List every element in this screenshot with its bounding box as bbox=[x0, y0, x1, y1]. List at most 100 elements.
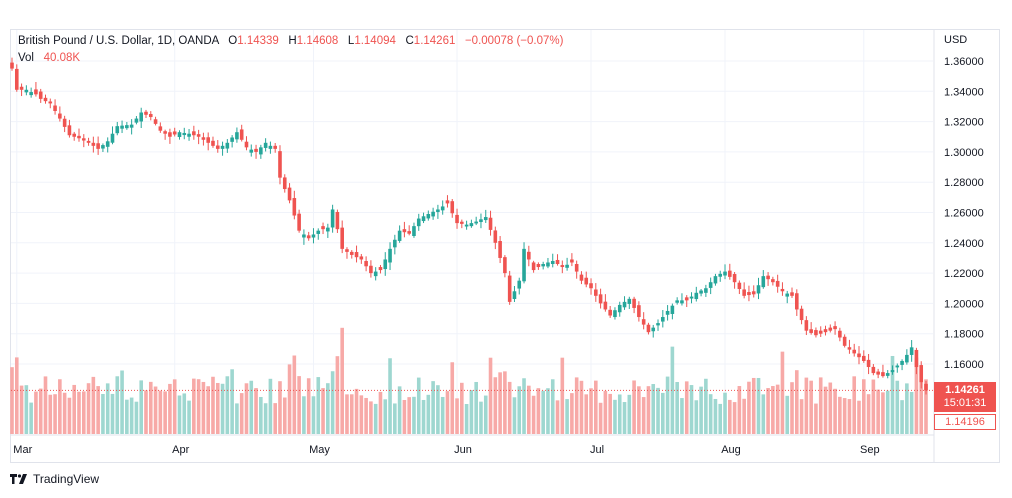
candle-body bbox=[594, 289, 598, 296]
candle-body bbox=[177, 132, 182, 138]
volume-bar bbox=[220, 383, 225, 434]
volume-bar bbox=[804, 377, 809, 434]
volume-bar bbox=[608, 393, 612, 434]
volume-bar bbox=[287, 364, 292, 434]
candle-body bbox=[407, 231, 411, 234]
volume-bar bbox=[589, 388, 593, 434]
candle-body bbox=[775, 280, 780, 287]
candle-body bbox=[694, 292, 699, 300]
candle-body bbox=[924, 383, 928, 391]
candle-body bbox=[503, 257, 507, 274]
candle-body bbox=[474, 221, 478, 224]
candle-body bbox=[823, 329, 828, 333]
y-tick-label: 1.16000 bbox=[944, 359, 984, 371]
candle-body bbox=[675, 300, 679, 303]
volume-bar bbox=[651, 384, 656, 434]
bar-countdown: 15:01:31 bbox=[943, 397, 987, 409]
volume-bar bbox=[637, 386, 641, 434]
volume-bar bbox=[19, 385, 24, 434]
candle-body bbox=[885, 373, 890, 376]
candle-body bbox=[861, 355, 866, 361]
candle-body bbox=[388, 248, 392, 263]
candle-body bbox=[570, 259, 574, 263]
volume-bar bbox=[192, 378, 196, 434]
volume-bar bbox=[771, 386, 775, 434]
candle-body bbox=[101, 145, 105, 149]
volume-bar bbox=[407, 397, 411, 434]
volume-bar bbox=[646, 386, 651, 434]
volume-bar bbox=[780, 351, 785, 434]
volume-bar bbox=[182, 393, 187, 434]
volume-bar bbox=[158, 390, 163, 434]
volume-bar bbox=[766, 388, 770, 434]
volume-bar bbox=[684, 381, 689, 434]
volume-bar bbox=[555, 400, 560, 434]
volume-bar bbox=[574, 377, 579, 434]
candle-body bbox=[598, 294, 603, 304]
candle-body bbox=[110, 133, 115, 143]
candle-body bbox=[134, 118, 139, 123]
volume-bar bbox=[378, 391, 383, 434]
volume-bar bbox=[517, 386, 522, 434]
volume-bar bbox=[594, 380, 598, 434]
volume-bar bbox=[828, 382, 833, 434]
candle-body bbox=[670, 305, 675, 314]
volume-bar bbox=[168, 383, 172, 434]
volume-bar bbox=[622, 402, 627, 434]
volume-bar bbox=[861, 379, 866, 434]
volume-bar bbox=[364, 397, 368, 434]
volume-bar bbox=[550, 379, 555, 434]
candle-body bbox=[239, 129, 244, 140]
candle-body bbox=[732, 274, 737, 283]
candle-body bbox=[565, 264, 569, 268]
candle-body bbox=[627, 298, 632, 304]
candle-body bbox=[699, 290, 703, 294]
candle-body bbox=[536, 264, 541, 268]
volume-bar bbox=[751, 377, 756, 434]
volume-bar bbox=[354, 388, 359, 434]
candle-body bbox=[756, 285, 761, 294]
candle-body bbox=[306, 235, 311, 239]
chart-frame bbox=[10, 29, 1000, 463]
volume-bar bbox=[196, 379, 201, 434]
volume-bar bbox=[134, 401, 139, 434]
candle-body bbox=[560, 265, 565, 268]
volume-bar bbox=[790, 382, 794, 434]
volume-bar bbox=[412, 396, 416, 434]
volume-bar bbox=[699, 386, 703, 434]
candle-body bbox=[809, 329, 813, 333]
candle-body bbox=[900, 360, 904, 365]
volume-bar bbox=[129, 397, 134, 434]
volume-bar bbox=[86, 383, 91, 434]
candle-body bbox=[263, 142, 268, 148]
volume-bar bbox=[924, 379, 928, 434]
candle-body bbox=[206, 137, 210, 143]
candle-body bbox=[761, 276, 766, 288]
candle-body bbox=[139, 112, 144, 122]
volume-bar bbox=[488, 357, 493, 434]
candle-body bbox=[431, 211, 435, 217]
candle-body bbox=[416, 218, 421, 227]
candle-body bbox=[852, 349, 857, 354]
candle-body bbox=[273, 145, 277, 149]
candle-body bbox=[378, 267, 383, 271]
candle-body bbox=[10, 62, 14, 69]
volume-bar bbox=[833, 388, 837, 434]
volume-bar bbox=[91, 376, 96, 434]
volume-legend: Vol 40.08K bbox=[18, 52, 80, 64]
volume-bar bbox=[613, 399, 617, 434]
volume-bar bbox=[230, 369, 234, 434]
volume-bar bbox=[838, 396, 842, 434]
candle-body bbox=[919, 365, 924, 383]
last-price-tag: 1.14261 15:01:31 bbox=[934, 382, 996, 412]
volume-bar bbox=[704, 378, 708, 434]
tradingview-brand[interactable]: TradingView bbox=[10, 472, 99, 486]
x-tick-label: Sep bbox=[860, 444, 880, 456]
candle-body bbox=[158, 126, 163, 131]
volume-bar bbox=[871, 379, 876, 434]
y-tick-label: 1.34000 bbox=[944, 86, 984, 98]
candle-body bbox=[905, 354, 909, 363]
candle-body bbox=[550, 260, 555, 265]
candle-body bbox=[278, 151, 282, 178]
